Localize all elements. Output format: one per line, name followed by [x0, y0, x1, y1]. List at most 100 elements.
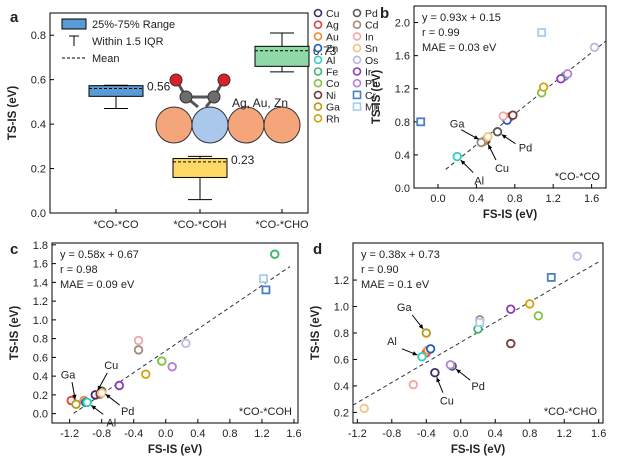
- legend-label-Ir: Ir: [365, 67, 372, 79]
- legend-marker-Ag: [313, 20, 323, 30]
- x-tick-label: -0.8: [382, 428, 401, 440]
- data-point-In: [133, 335, 144, 346]
- legend-marker-Cu: [313, 8, 323, 18]
- data-point-Cd: [133, 345, 144, 355]
- data-point-Al: [82, 397, 92, 408]
- panel-b: b 0.0 0.4 0.8 1.2 1.6 2.0 0.0 0.4 0.8 1.2 1.6 TS-IS …: [371, 5, 607, 221]
- legend-marker-Pd: [352, 8, 362, 18]
- x-tick-label: 0.4: [488, 428, 503, 440]
- legend-marker-Rh: [313, 114, 323, 123]
- fit-stat: r = 0.99: [422, 27, 460, 39]
- x-tick-label: -1.2: [348, 428, 367, 440]
- data-point-Ni: [506, 338, 516, 349]
- panel-label: c: [10, 241, 18, 258]
- y-tick-label: 0.6: [33, 352, 48, 364]
- y-tick-label: 0.8: [334, 328, 349, 340]
- x-tick-label: -1.2: [60, 428, 79, 440]
- annotation-arrowhead: [501, 134, 507, 139]
- legend-marker-Co: [313, 78, 323, 88]
- data-point-Mn: [537, 28, 547, 37]
- y-tick-label: 1.6: [395, 51, 410, 63]
- annotation-arrowhead: [105, 394, 111, 399]
- data-point-Co: [533, 311, 544, 321]
- legend-label-In: In: [365, 31, 374, 43]
- y-tick-label: 0.4: [31, 119, 46, 131]
- fit-stat: MAE = 0.09 eV: [60, 279, 135, 291]
- y-tick-label: 1.0: [334, 302, 349, 314]
- x-tick-label: 0.4: [469, 193, 484, 205]
- legend-label-Ga: Ga: [326, 102, 340, 114]
- legend-label-Au: Au: [326, 31, 339, 43]
- legend-marker-Os: [352, 55, 362, 65]
- x-tick-label: 0.4: [190, 428, 205, 440]
- fit-stat: MAE = 0.03 eV: [422, 42, 497, 54]
- annotation-arrowhead: [97, 385, 102, 391]
- annotation-arrowhead: [473, 135, 479, 140]
- y-tick-label: 0.2: [33, 390, 48, 402]
- data-point-Ir: [506, 304, 516, 314]
- surface-atom: [263, 106, 301, 144]
- legend-marker-Mn: [352, 102, 362, 111]
- y-tick-label: 0.8: [395, 117, 410, 129]
- fit-stat: y = 0.93x + 0.15: [422, 12, 501, 24]
- data-point-Os: [572, 251, 582, 261]
- y-tick-label: 1.2: [395, 84, 410, 96]
- data-point-Pt: [167, 362, 177, 372]
- data-point-In: [408, 379, 419, 390]
- y-tick-label: 0.2: [31, 164, 46, 176]
- data-point-Ga: [71, 399, 81, 409]
- reaction-label: *CO-*CHO: [544, 406, 598, 418]
- y-tick-label: 1.0: [33, 315, 48, 327]
- annotation-label: Ga: [450, 119, 466, 131]
- panel-a: a 0.0 0.2 0.4 0.6 0.8 TS-IS (eV) *CO-*CO *CO-*CO…: [7, 9, 337, 231]
- annotation-label: Ga: [397, 302, 413, 314]
- annotation-label: Cu: [495, 163, 509, 175]
- adsorption-site-illustration: Ag, Au, Zn: [155, 73, 301, 144]
- annotation-label: Ga: [61, 369, 77, 381]
- legend-label-Os: Os: [365, 55, 378, 67]
- mean-value-label: 0.23: [231, 153, 255, 167]
- x-tick-label: -0.4: [124, 428, 143, 440]
- legend-marker-Zn: [313, 43, 323, 53]
- annotation-label: Pd: [519, 143, 532, 155]
- data-point-Os: [589, 42, 600, 53]
- legend-marker-Ga: [313, 102, 323, 111]
- legend-label-Cd: Cd: [365, 20, 379, 32]
- panel-label: b: [380, 5, 389, 22]
- x-tick-label: -0.4: [417, 428, 436, 440]
- panel-label: d: [313, 241, 322, 258]
- data-point-Zn: [425, 344, 436, 354]
- annotation-label: Al: [106, 417, 116, 429]
- panel-c: c 0.0 0.2 0.4 0.6 0.8 1.0 1.2 1.4 1.6 1.8 -1.2 -0.8 -…: [9, 240, 302, 456]
- annotation-label: Cu: [104, 360, 118, 372]
- y-axis-label: TS-IS (eV): [371, 70, 383, 124]
- plot-frame: [51, 242, 299, 424]
- annotation-label: Cu: [440, 396, 454, 408]
- mean-value-label: 0.56: [147, 80, 171, 94]
- legend-marker-Au: [313, 32, 323, 41]
- legend-marker-Pt: [352, 78, 362, 88]
- legend-iqr-text: Within 1.5 IQR: [92, 36, 164, 48]
- fit-stat: r = 0.90: [361, 264, 399, 276]
- legend-label-Ag: Ag: [326, 20, 339, 32]
- legend-marker-Al: [313, 55, 323, 65]
- legend-range-swatch: [61, 18, 87, 30]
- x-tick-label: 1.2: [557, 428, 572, 440]
- x-tick-label: 0.8: [522, 428, 537, 440]
- annotation-label: Pd: [471, 381, 484, 393]
- fit-stat: y = 0.38x + 0.73: [361, 249, 440, 261]
- legend-label-Cu: Cu: [326, 8, 340, 20]
- legend-range-text: 25%-75% Range: [92, 19, 175, 31]
- reaction-label: *CO-*COH: [239, 406, 292, 418]
- category-label: *CO-*COH: [173, 219, 226, 231]
- x-axis-label: FS-IS (eV): [451, 444, 505, 456]
- legend-label-Cr: Cr: [365, 90, 377, 102]
- data-point-Ga: [421, 328, 431, 338]
- carbon-atom: [179, 90, 193, 104]
- oxygen-atom: [169, 73, 183, 87]
- data-point-Pd: [492, 127, 503, 137]
- data-point-Al: [417, 352, 427, 362]
- legend-label-Zn: Zn: [326, 43, 338, 55]
